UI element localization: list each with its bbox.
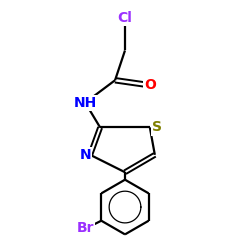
Text: O: O: [144, 78, 156, 92]
Text: Br: Br: [76, 221, 94, 235]
Text: Cl: Cl: [118, 11, 132, 25]
Text: NH: NH: [74, 96, 97, 110]
Text: S: S: [152, 120, 162, 134]
Text: N: N: [80, 148, 91, 162]
